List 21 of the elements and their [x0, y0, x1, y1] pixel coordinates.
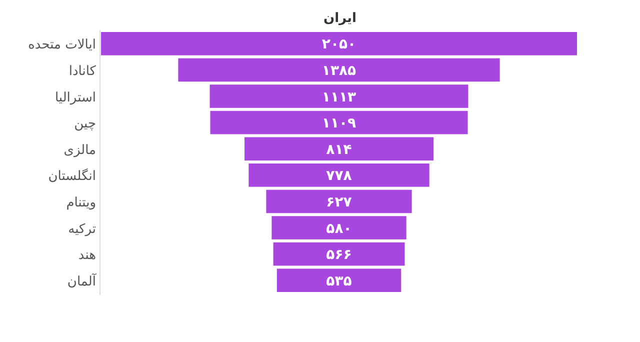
data-label: ۷۷۸ [326, 168, 352, 184]
data-label: ۵۸۰ [326, 220, 352, 237]
category-label: انگلستان [48, 168, 96, 184]
category-label: کانادا [68, 64, 97, 79]
category-label: ایالات متحده [28, 38, 96, 53]
data-label: ۱۱۱۳ [322, 89, 357, 106]
category-label: استرالیا [54, 90, 96, 106]
category-label: ترکیه [68, 222, 96, 237]
data-label: ۵۶۶ [326, 247, 352, 264]
data-label: ۱۱۰۹ [322, 116, 357, 132]
data-label: ۲۰۵۰ [322, 36, 356, 53]
category-label: هند [78, 248, 96, 264]
data-label: ۸۱۴ [326, 142, 352, 158]
category-label: آلمان [67, 272, 98, 290]
category-label: مالزی [64, 142, 96, 158]
text: ایران [324, 11, 356, 26]
data-label: ۶۲۷ [326, 194, 352, 210]
data-label: ۵۳۵ [326, 273, 352, 290]
category-label: چین [74, 116, 96, 132]
category-label: ویتنام [66, 195, 96, 210]
data-label: ۱۳۸۵ [322, 62, 357, 79]
